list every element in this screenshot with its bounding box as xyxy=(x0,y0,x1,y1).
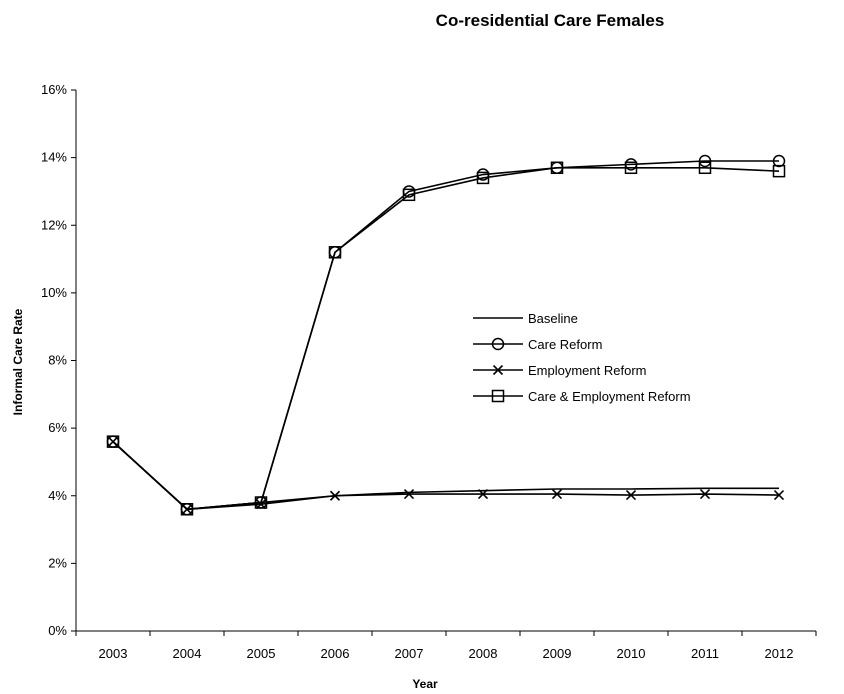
series-layer xyxy=(106,154,786,516)
x-tick-label: 2008 xyxy=(469,646,498,661)
series-baseline xyxy=(112,441,779,511)
x-tick-label: 2006 xyxy=(321,646,350,661)
series-care-reform-line xyxy=(112,160,779,511)
series-employment-reform-point xyxy=(329,490,341,501)
series-care-employment-reform-point xyxy=(402,188,416,202)
series-care-employment-reform-point xyxy=(698,161,712,175)
x-tick-label: 2012 xyxy=(765,646,794,661)
series-care-employment-reform-point xyxy=(254,496,268,509)
x-axis-title: Year xyxy=(412,677,438,691)
y-tick-label: 12% xyxy=(41,217,67,232)
x-tick-label: 2010 xyxy=(617,646,646,661)
legend-label: Care Reform xyxy=(528,337,602,352)
legend-marker xyxy=(491,337,505,351)
series-employment-reform xyxy=(107,436,785,515)
x-tick-label: 2009 xyxy=(543,646,572,661)
series-baseline-line xyxy=(112,441,779,511)
y-tick-label: 0% xyxy=(48,623,67,638)
legend-item: Baseline xyxy=(473,311,578,326)
legend-item: Care & Employment Reform xyxy=(473,389,691,404)
legend-label: Care & Employment Reform xyxy=(528,389,691,404)
legend: Baseline Care Reform Employment Reform Care… xyxy=(473,311,691,404)
series-care-employment-reform-point xyxy=(476,171,490,185)
y-tick-label: 2% xyxy=(48,555,67,570)
y-axis-title: Informal Care Rate xyxy=(11,308,25,415)
series-care-employment-reform-line xyxy=(112,166,780,511)
series-care-employment-reform-point xyxy=(772,164,786,178)
legend-marker xyxy=(491,389,505,403)
series-employment-reform-point xyxy=(625,490,637,501)
x-tick-label: 2007 xyxy=(395,646,424,661)
y-tick-label: 14% xyxy=(41,150,67,165)
series-care-reform-point xyxy=(698,154,712,168)
series-care-employment-reform-point xyxy=(624,161,638,175)
y-tick-label: 4% xyxy=(48,488,67,503)
x-tick-label: 2003 xyxy=(99,646,128,661)
series-care-employment-reform-point xyxy=(180,503,194,516)
series-care-reform xyxy=(106,154,786,516)
series-care-employment-reform xyxy=(106,161,786,516)
series-care-employment-reform-point xyxy=(550,161,564,175)
y-tick-label: 8% xyxy=(48,353,67,368)
series-care-reform-point xyxy=(772,154,786,168)
legend-label: Baseline xyxy=(528,311,578,326)
series-employment-reform-point xyxy=(551,488,563,500)
series-care-employment-reform-point xyxy=(106,435,120,448)
x-tick-label: 2005 xyxy=(247,646,276,661)
series-employment-reform-point xyxy=(773,490,785,501)
legend-label: Employment Reform xyxy=(528,363,646,378)
legend-item: Employment Reform xyxy=(473,363,646,378)
series-care-employment-reform-point xyxy=(328,246,342,259)
series-employment-reform-point xyxy=(255,499,267,510)
x-tick-label: 2011 xyxy=(691,646,719,661)
y-tick-label: 16% xyxy=(41,82,67,97)
axes: 0% 2% 4% 6% 8% 10% 12% 14% 16% 2003 2004 2005 2006 20… xyxy=(41,82,817,661)
y-tick-label: 6% xyxy=(48,420,67,435)
x-tick-label: 2004 xyxy=(173,646,202,661)
series-employment-reform-point xyxy=(699,488,711,500)
chart-title: Co-residential Care Females xyxy=(436,11,665,30)
series-employment-reform-line xyxy=(112,441,780,511)
y-tick-label: 10% xyxy=(41,285,67,300)
series-employment-reform-point xyxy=(477,488,489,500)
series-employment-reform-point xyxy=(403,488,415,500)
legend-marker xyxy=(492,364,504,376)
legend-item: Care Reform xyxy=(473,337,602,352)
